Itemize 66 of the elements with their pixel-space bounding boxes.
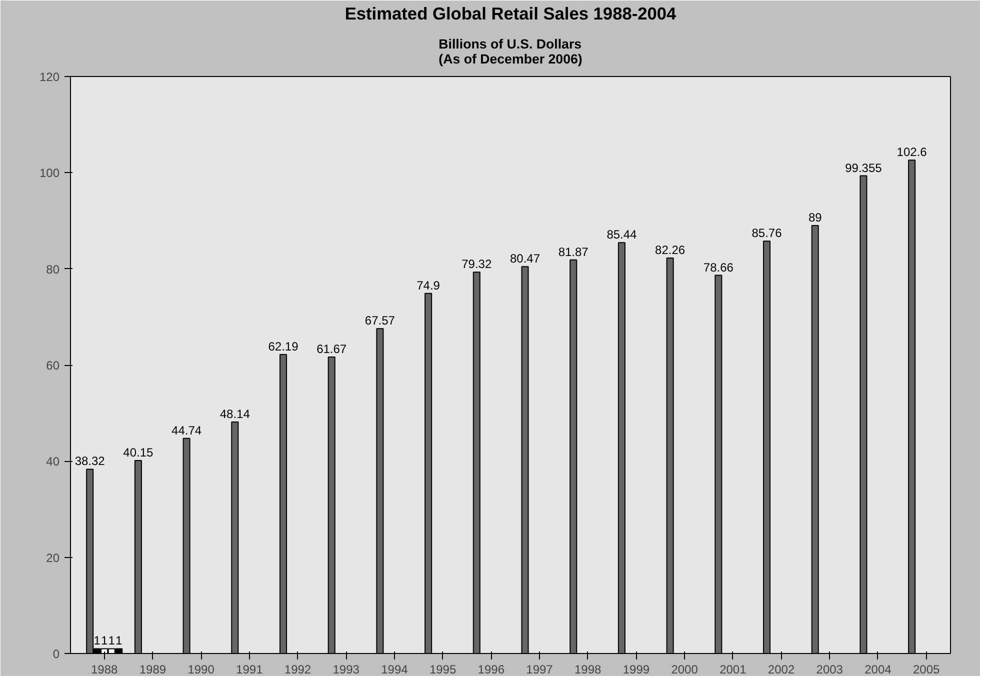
y-tick-label: 0: [52, 647, 60, 661]
bar: [714, 274, 722, 654]
bar: [570, 259, 578, 654]
bar: [618, 242, 626, 654]
y-tick-label: 40: [46, 454, 60, 469]
data-label: 74.9: [416, 278, 440, 292]
data-label: 1: [101, 634, 108, 648]
data-label: 102.6: [896, 145, 928, 160]
bar: [860, 175, 868, 654]
x-tick-label: 1992: [284, 662, 312, 676]
x-tick-label: 1993: [332, 662, 360, 676]
data-label: 40.15: [123, 445, 154, 460]
data-label: 1: [108, 634, 116, 648]
x-tick-label: 1988: [91, 662, 118, 676]
data-label: 85.44: [606, 228, 638, 242]
chart-title: Estimated Global Retail Sales 1988-2004: [344, 4, 677, 24]
y-tick-label: 20: [46, 550, 60, 565]
data-label: 78.66: [703, 260, 734, 274]
data-label: 80.47: [510, 252, 540, 266]
y-tick-label: 100: [39, 166, 60, 180]
bar: [472, 272, 480, 654]
x-tick-label: 1991: [236, 662, 264, 676]
x-tick-label: 1998: [574, 662, 602, 676]
x-tick-label: 1990: [188, 662, 215, 676]
data-label: 81.87: [558, 244, 589, 259]
x-tick-label: 2002: [768, 662, 795, 676]
data-label: 62.19: [268, 339, 299, 354]
data-label: 99.355: [845, 160, 882, 175]
y-tick-label: 60: [46, 358, 60, 372]
data-label: 44.74: [172, 423, 202, 438]
data-label: 1: [116, 634, 123, 648]
data-label: 61.67: [316, 342, 347, 356]
bar: [666, 257, 674, 654]
x-tick-label: 1997: [526, 662, 554, 676]
data-label: 89: [808, 210, 822, 225]
bar: [521, 266, 529, 654]
data-label: 1: [94, 634, 101, 648]
bar: [182, 438, 190, 654]
y-tick-label: 120: [39, 70, 60, 84]
bar: [763, 240, 771, 654]
x-tick-label: 1994: [381, 662, 408, 676]
data-label: 82.26: [655, 242, 686, 257]
x-tick-label: 1999: [622, 662, 650, 676]
bar: [811, 225, 819, 654]
data-label: 67.57: [364, 314, 396, 328]
x-tick-label: 1996: [478, 662, 505, 676]
x-tick-label: 2004: [864, 662, 892, 676]
bar: [279, 354, 288, 654]
x-tick-label: 1989: [139, 662, 166, 676]
x-tick-label: 2000: [671, 662, 698, 676]
x-tick-label: 1995: [429, 662, 456, 676]
bar: [231, 422, 239, 654]
chart-subtitle: Billions of U.S. Dollars (As of December 2006): [438, 36, 582, 66]
data-label: 38.32: [74, 454, 106, 468]
bar: [134, 460, 142, 654]
data-label: 79.32: [462, 257, 492, 272]
data-label: 48.14: [220, 407, 250, 422]
bar: [376, 328, 384, 654]
x-tick-label: 2001: [720, 662, 747, 676]
bar: [328, 356, 336, 654]
bar: [908, 160, 916, 654]
y-tick-label: 80: [46, 262, 60, 276]
x-tick-label: 2003: [816, 662, 844, 676]
data-label: 85.76: [752, 226, 782, 240]
x-tick-label: 2005: [912, 662, 940, 676]
bar: [424, 292, 432, 654]
